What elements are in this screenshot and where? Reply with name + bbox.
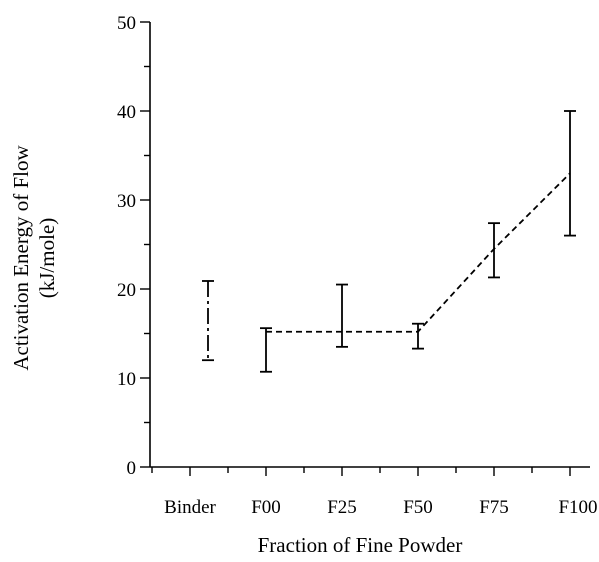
x-tick-label: F100 xyxy=(558,497,597,518)
y-axis-title: Activation Energy of Flow xyxy=(9,145,33,371)
y-tick-label: 30 xyxy=(117,191,136,212)
error-bar xyxy=(336,283,348,348)
x-tick-label: F50 xyxy=(403,497,433,518)
error-bar xyxy=(260,327,272,373)
y-axis-unit: (kJ/mole) xyxy=(35,218,59,298)
x-tick-label: F00 xyxy=(251,497,281,518)
x-tick-label: Binder xyxy=(164,497,216,518)
x-tick-label: F75 xyxy=(479,497,509,518)
error-bar xyxy=(412,322,424,350)
x-axis: Binder F00 F25 F50 F75 F100 xyxy=(150,466,598,518)
y-tick-label: 0 xyxy=(127,458,137,479)
y-tick-label: 50 xyxy=(117,13,136,34)
x-axis-title: Fraction of Fine Powder xyxy=(258,533,463,557)
y-axis: 0 10 20 30 40 50 xyxy=(117,13,151,479)
y-tick-label: 10 xyxy=(117,369,136,390)
error-bar xyxy=(488,222,500,279)
errorbar-layer xyxy=(202,110,576,373)
x-tick-label: F25 xyxy=(327,497,357,518)
series-layer xyxy=(266,172,571,333)
error-bar xyxy=(564,110,576,237)
y-tick-label: 40 xyxy=(117,102,136,123)
series-line xyxy=(266,172,571,333)
y-tick-label: 20 xyxy=(117,280,136,301)
